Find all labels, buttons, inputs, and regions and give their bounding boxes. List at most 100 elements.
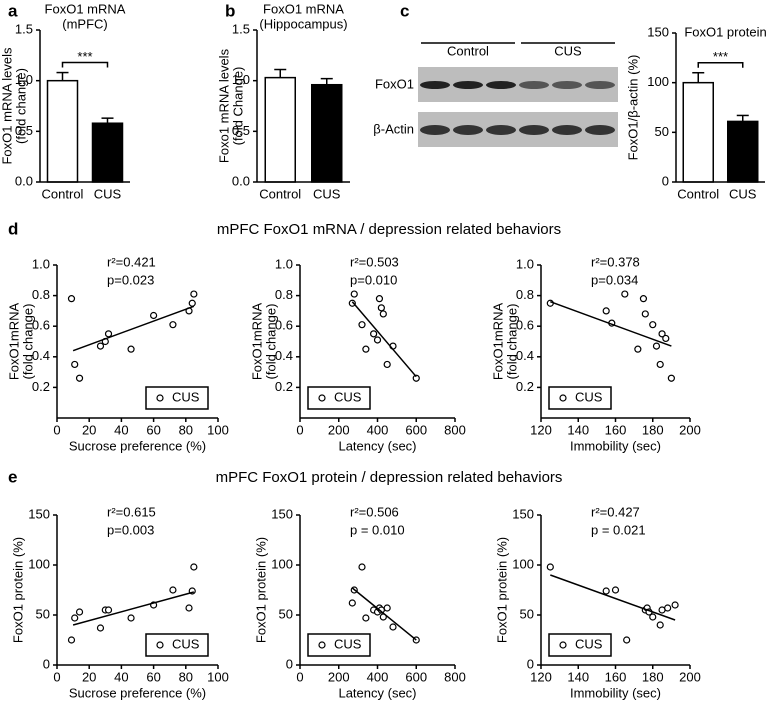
y-tick-label: 0 xyxy=(527,656,534,671)
legend-box xyxy=(307,386,371,410)
legend-label: CUS xyxy=(334,389,362,404)
x-tick-label: 400 xyxy=(367,669,389,684)
stat: r²=0.615 xyxy=(107,504,156,519)
y-axis-label: FoxO1/β-actin (%) xyxy=(625,55,640,161)
point xyxy=(662,334,670,343)
legend-marker xyxy=(559,641,567,649)
title: FoxO1 protein xyxy=(684,24,766,39)
y-axis-label: FoxO1 mRNA levels xyxy=(0,47,14,165)
y-axis-label: (fold change) xyxy=(504,304,519,380)
point xyxy=(104,606,113,614)
y-tick-label: 1.0 xyxy=(275,256,293,271)
stat: p = 0.021 xyxy=(591,522,646,537)
y-axis-label: FoxO1mRNA xyxy=(249,303,264,381)
point xyxy=(150,311,158,320)
fit-line xyxy=(550,574,676,621)
x-tick-label: 140 xyxy=(567,669,589,684)
point xyxy=(656,621,664,629)
legend-label: CUS xyxy=(172,636,200,651)
point xyxy=(375,295,384,303)
blot-band xyxy=(552,125,582,135)
point xyxy=(667,374,675,382)
legend-box xyxy=(145,386,209,410)
y-tick-label: 50 xyxy=(520,606,534,621)
point xyxy=(348,299,356,307)
y-axis-label: (fold change) xyxy=(20,304,35,380)
legend-marker xyxy=(318,641,326,649)
x-tick-label: 20 xyxy=(82,422,96,437)
fit-line xyxy=(72,591,195,626)
blot-row: β-Actin xyxy=(373,121,414,136)
y-tick-label: 100 xyxy=(28,556,50,571)
x-tick-label: 0 xyxy=(296,669,303,684)
point xyxy=(412,374,420,382)
point xyxy=(75,608,84,616)
y-axis-label: FoxO1 protein (%) xyxy=(494,537,509,643)
x-tick-label: CUS xyxy=(729,186,757,201)
point xyxy=(649,613,657,621)
point xyxy=(621,290,629,298)
point xyxy=(75,374,84,382)
y-axis-label: FoxO1 protein (%) xyxy=(253,537,268,643)
y-tick-label: 1.0 xyxy=(232,72,250,87)
fit-line xyxy=(351,301,417,378)
significance: *** xyxy=(77,49,92,64)
point xyxy=(634,345,642,353)
blot-band xyxy=(585,125,615,135)
blot-strip xyxy=(418,67,618,102)
x-tick-label: 100 xyxy=(207,422,229,437)
section-heading: mPFC FoxO1 protein / depression related … xyxy=(216,469,563,486)
point xyxy=(623,636,631,644)
point xyxy=(656,360,664,369)
stat: r²=0.378 xyxy=(591,254,640,269)
point xyxy=(611,586,620,594)
point xyxy=(190,563,198,571)
stat: p=0.034 xyxy=(591,272,638,287)
fit-line xyxy=(72,305,195,352)
y-tick-label: 1.0 xyxy=(32,256,50,271)
y-axis-label: FoxO1mRNA xyxy=(490,303,505,381)
title: FoxO1 mRNA xyxy=(45,1,126,16)
y-tick-label: 0.2 xyxy=(32,379,50,394)
y-tick-label: 150 xyxy=(647,24,669,39)
y-tick-label: 0.4 xyxy=(32,348,50,363)
point xyxy=(348,599,356,607)
significance-bracket xyxy=(61,61,109,68)
section-heading: mPFC FoxO1 mRNA / depression related beh… xyxy=(217,221,561,238)
legend-marker xyxy=(156,641,164,649)
point xyxy=(641,310,649,318)
x-tick-label: 60 xyxy=(146,422,160,437)
legend-box xyxy=(307,633,371,657)
y-tick-label: 0.2 xyxy=(516,379,534,394)
blot-group: CUS xyxy=(554,43,582,58)
y-tick-label: 0.8 xyxy=(275,287,293,302)
point xyxy=(602,307,610,315)
legend-label: CUS xyxy=(575,636,603,651)
blot-band xyxy=(585,81,615,89)
x-tick-label: 120 xyxy=(530,669,552,684)
x-tick-label: Control xyxy=(42,186,84,201)
x-tick-label: 200 xyxy=(328,422,350,437)
stat: p=0.003 xyxy=(107,522,154,537)
legend-marker xyxy=(318,394,326,402)
bar xyxy=(311,83,343,183)
point xyxy=(383,360,391,369)
y-tick-label: 0.8 xyxy=(516,287,534,302)
stat: p=0.010 xyxy=(350,272,397,287)
y-axis-label: Foxo1 mRNA levels xyxy=(216,48,231,163)
point xyxy=(71,360,79,369)
x-tick-label: 180 xyxy=(642,669,664,684)
y-tick-label: 0.0 xyxy=(232,173,250,188)
fit-line xyxy=(550,301,672,347)
y-tick-label: 0.8 xyxy=(32,287,50,302)
panel-label: e xyxy=(8,467,17,486)
x-tick-label: Control xyxy=(259,186,301,201)
bar xyxy=(682,81,714,183)
x-tick-label: 200 xyxy=(328,669,350,684)
point xyxy=(67,295,76,303)
x-tick-label: 160 xyxy=(605,422,627,437)
y-axis-label: FoxO1mRNA xyxy=(6,303,21,381)
point xyxy=(185,604,193,612)
y-tick-label: 1.5 xyxy=(15,21,33,36)
